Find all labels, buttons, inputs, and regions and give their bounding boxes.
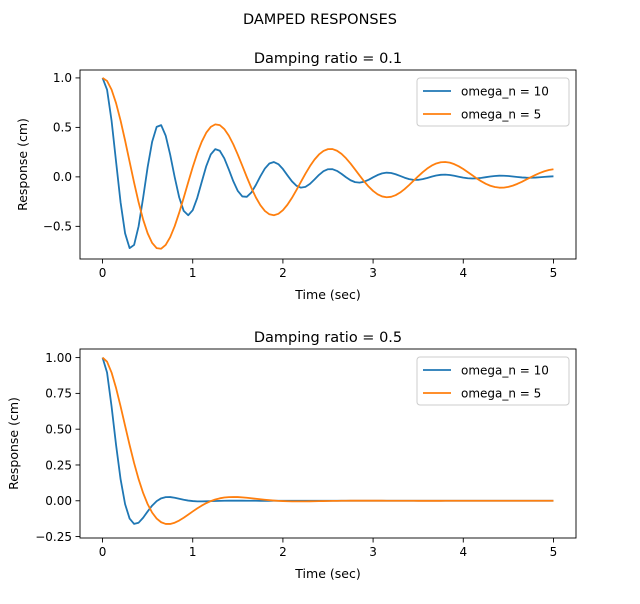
chart-title: Damping ratio = 0.1 bbox=[254, 51, 402, 67]
x-tick-label: 0 bbox=[99, 545, 107, 559]
y-tick-label: 0.50 bbox=[45, 422, 72, 436]
legend-label-2: omega_n = 5 bbox=[461, 386, 541, 400]
y-tick-label: −0.5 bbox=[43, 220, 72, 234]
x-tick-label: 0 bbox=[99, 266, 107, 280]
x-axis-label: Time (sec) bbox=[294, 287, 360, 302]
y-tick-label: 0.0 bbox=[53, 170, 72, 184]
legend-box bbox=[416, 356, 570, 406]
legend-label-1: omega_n = 10 bbox=[461, 363, 549, 377]
y-tick-label: 0.00 bbox=[45, 494, 72, 508]
series-line-1 bbox=[101, 77, 554, 250]
x-tick-label: 1 bbox=[189, 545, 197, 559]
y-axis-label: Response (cm) bbox=[6, 397, 21, 490]
x-tick-label: 5 bbox=[550, 545, 558, 559]
figure-suptitle: DAMPED RESPONSES bbox=[243, 12, 397, 28]
legend-label-1: omega_n = 10 bbox=[461, 84, 549, 98]
chart-2: Damping ratio = 0.5 0 1 2 3 4 5 −0.25 0.00 0.25 0.… bbox=[6, 330, 577, 581]
y-tick-label: 0.75 bbox=[45, 387, 72, 401]
chart-1: Damping ratio = 0.1 0 1 2 3 4 5 −0.5 0.0 0.5 1.0 Ti… bbox=[15, 51, 577, 302]
series-line-2 bbox=[102, 77, 554, 250]
x-tick-label: 5 bbox=[550, 266, 558, 280]
y-tick-label: 0.25 bbox=[45, 458, 72, 472]
x-tick-label: 1 bbox=[189, 266, 197, 280]
y-axis-label: Response (cm) bbox=[15, 118, 30, 211]
legend: omega_n = 10 omega_n = 5 bbox=[416, 356, 570, 406]
axes-frame bbox=[79, 69, 577, 260]
x-tick-label: 3 bbox=[369, 545, 377, 559]
y-tick-label: 1.0 bbox=[53, 71, 72, 85]
y-tick-label: 1.00 bbox=[45, 351, 72, 365]
axes-frame bbox=[79, 348, 577, 539]
y-tick-label: 0.5 bbox=[53, 121, 72, 135]
legend-label-2: omega_n = 5 bbox=[461, 107, 541, 121]
x-tick-label: 4 bbox=[459, 266, 467, 280]
legend: omega_n = 10 omega_n = 5 bbox=[416, 77, 570, 127]
x-tick-label: 2 bbox=[279, 266, 287, 280]
x-axis-label: Time (sec) bbox=[294, 566, 360, 581]
series-line-2 bbox=[101, 356, 554, 525]
x-tick-label: 3 bbox=[369, 266, 377, 280]
chart-title: Damping ratio = 0.5 bbox=[254, 330, 402, 346]
x-tick-label: 4 bbox=[459, 545, 467, 559]
y-tick-label: −0.25 bbox=[35, 530, 72, 544]
legend-box bbox=[416, 77, 570, 127]
x-tick-label: 2 bbox=[279, 545, 287, 559]
